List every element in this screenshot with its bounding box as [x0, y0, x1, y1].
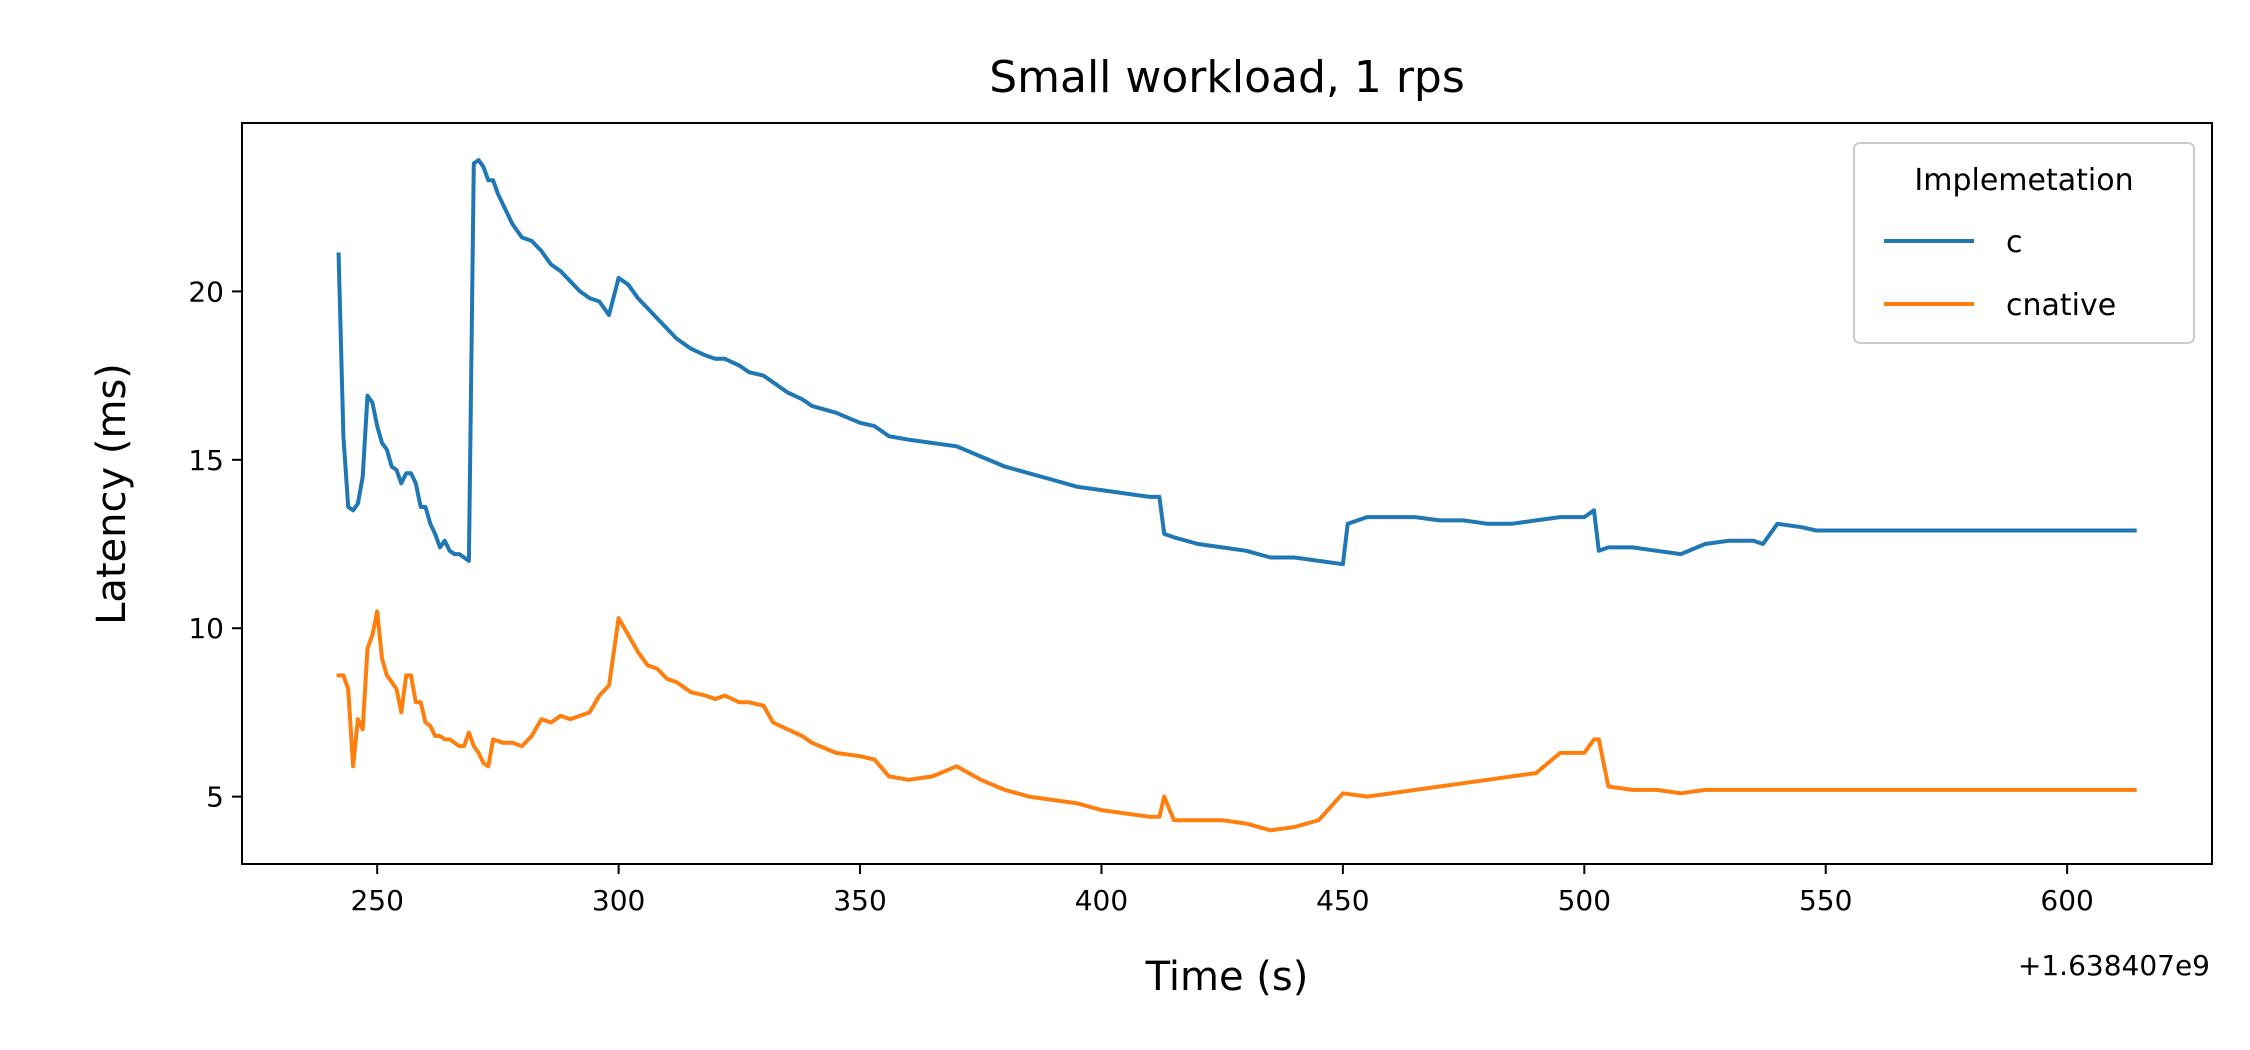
x-tick-label: 450	[1316, 884, 1369, 917]
legend-box	[1853, 142, 2195, 344]
x-tick-label: 350	[833, 884, 886, 917]
legend: Implemetation c cnative	[1853, 142, 2195, 344]
y-axis-ticks: 5 10 15 20	[188, 275, 242, 814]
plot-area	[241, 122, 2213, 865]
x-tick-label: 300	[592, 884, 645, 917]
x-axis-offset-label: +1.638407e9	[2018, 949, 2210, 982]
series-group	[336, 158, 2137, 833]
series-line-c	[336, 158, 2137, 567]
chart-title: Small workload, 1 rps	[989, 52, 1465, 103]
x-tick-label: 500	[1558, 884, 1611, 917]
plot-frame	[241, 122, 2213, 865]
x-axis-ticks: 250 300 350 400 450 500 550 600	[350, 864, 2094, 917]
y-axis-label: Latency (ms)	[89, 363, 135, 625]
y-tick-label: 15	[188, 444, 224, 477]
x-tick-label: 550	[1799, 884, 1852, 917]
legend-label-cnative: cnative	[2006, 288, 2116, 323]
y-tick-label: 20	[188, 275, 224, 308]
legend-label-c: c	[2006, 225, 2023, 260]
x-axis-label: Time (s)	[1145, 954, 1309, 1000]
legend-title: Implemetation	[1914, 163, 2133, 198]
x-tick-label: 400	[1075, 884, 1128, 917]
y-tick-label: 5	[206, 781, 224, 814]
x-tick-label: 250	[350, 884, 403, 917]
x-tick-label: 600	[2040, 884, 2093, 917]
y-tick-label: 10	[188, 612, 224, 645]
series-line-cnative	[336, 609, 2137, 833]
